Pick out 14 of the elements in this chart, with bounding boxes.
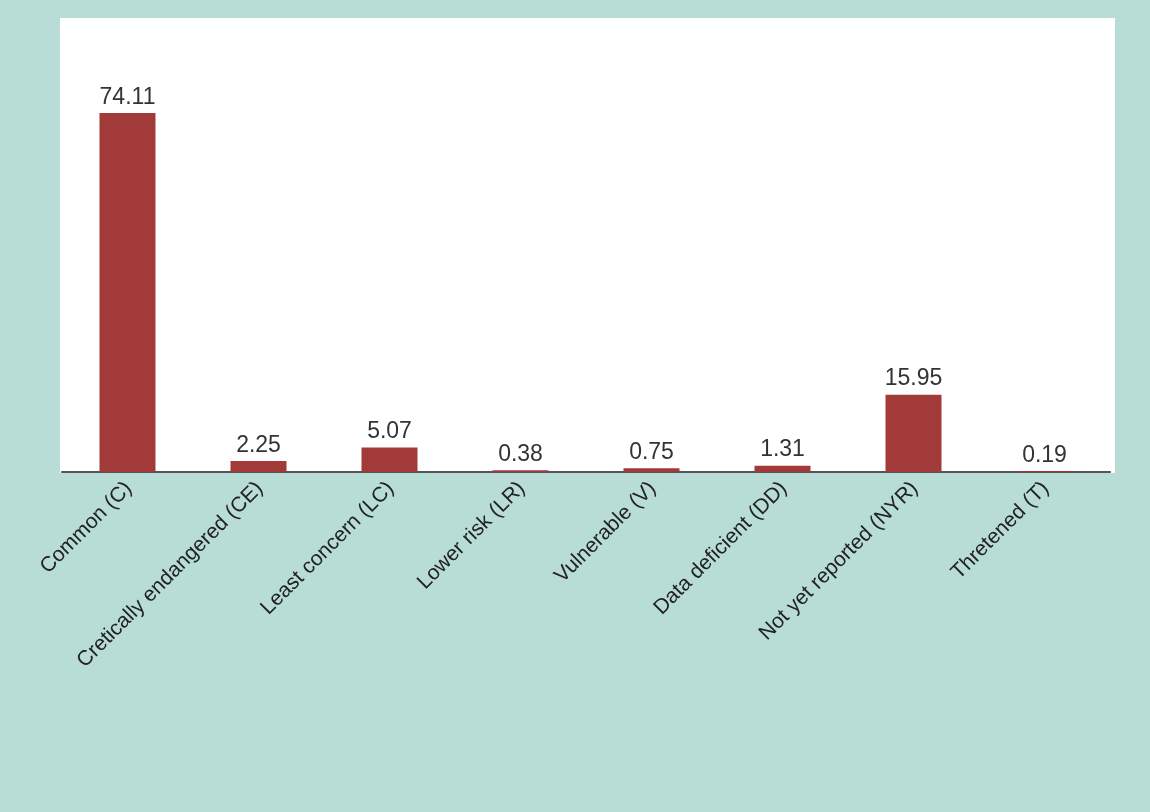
data-label: 2.25 bbox=[236, 430, 281, 457]
bar bbox=[361, 447, 418, 472]
bar bbox=[99, 113, 156, 472]
data-label: 0.38 bbox=[498, 439, 543, 466]
bar bbox=[754, 465, 811, 472]
data-label: 74.11 bbox=[99, 82, 156, 109]
bar bbox=[230, 461, 287, 472]
bar bbox=[623, 468, 680, 472]
data-label: 0.19 bbox=[1022, 440, 1067, 467]
data-label: 0.75 bbox=[629, 437, 674, 464]
bar bbox=[885, 394, 942, 472]
data-label: 15.95 bbox=[884, 364, 943, 391]
data-label: 5.07 bbox=[367, 416, 412, 443]
data-label: 1.31 bbox=[760, 435, 805, 462]
